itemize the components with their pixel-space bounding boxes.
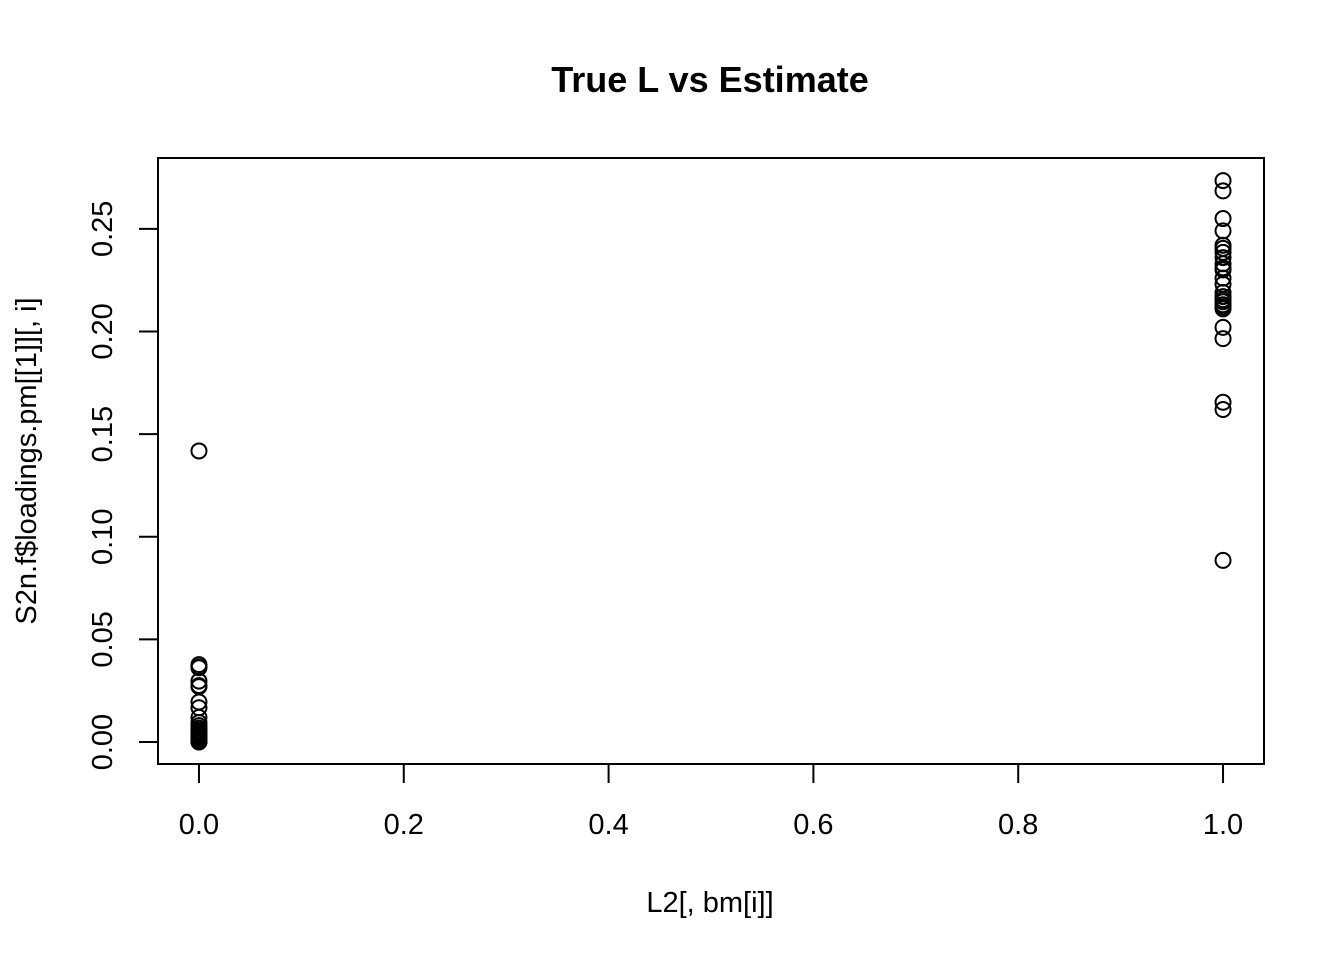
data-point <box>1214 330 1232 348</box>
y-tick-label: 0.05 <box>87 611 119 667</box>
x-axis: 0.0 0.2 0.4 0.6 0.8 1.0 <box>179 763 1243 841</box>
data-point <box>190 442 208 460</box>
x-tick-label: 0.8 <box>998 809 1038 841</box>
data-point <box>1214 318 1232 336</box>
data-point <box>1214 551 1232 569</box>
data-point <box>1214 393 1232 411</box>
x-tick-label: 1.0 <box>1203 809 1243 841</box>
data-point <box>1214 210 1232 228</box>
x-tick-label: 0.0 <box>179 809 219 841</box>
data-point <box>1214 300 1232 318</box>
plot-frame <box>157 157 1265 765</box>
chart-title: True L vs Estimate <box>551 59 868 100</box>
data-point <box>1214 400 1232 418</box>
data-point <box>190 733 208 751</box>
y-tick-label: 0.20 <box>87 303 119 359</box>
y-tick-label: 0.15 <box>87 406 119 462</box>
y-axis-label: S2n.f$loadings.pm[[1]][, i] <box>11 297 43 624</box>
data-points <box>190 172 1232 751</box>
data-point <box>190 672 208 690</box>
x-tick-label: 0.2 <box>384 809 424 841</box>
y-tick-label: 0.25 <box>87 201 119 257</box>
data-point <box>1214 172 1232 190</box>
y-tick-label: 0.00 <box>87 714 119 770</box>
data-point <box>1214 249 1232 267</box>
data-point <box>190 659 208 677</box>
y-tick-label: 0.10 <box>87 509 119 565</box>
y-axis: 0.00 0.05 0.10 0.15 0.20 0.25 <box>87 201 159 770</box>
data-point <box>1214 269 1232 287</box>
x-tick-label: 0.6 <box>793 809 833 841</box>
x-tick-label: 0.4 <box>588 809 628 841</box>
x-axis-label: L2[, bm[i]] <box>646 887 773 919</box>
data-point <box>1214 182 1232 200</box>
